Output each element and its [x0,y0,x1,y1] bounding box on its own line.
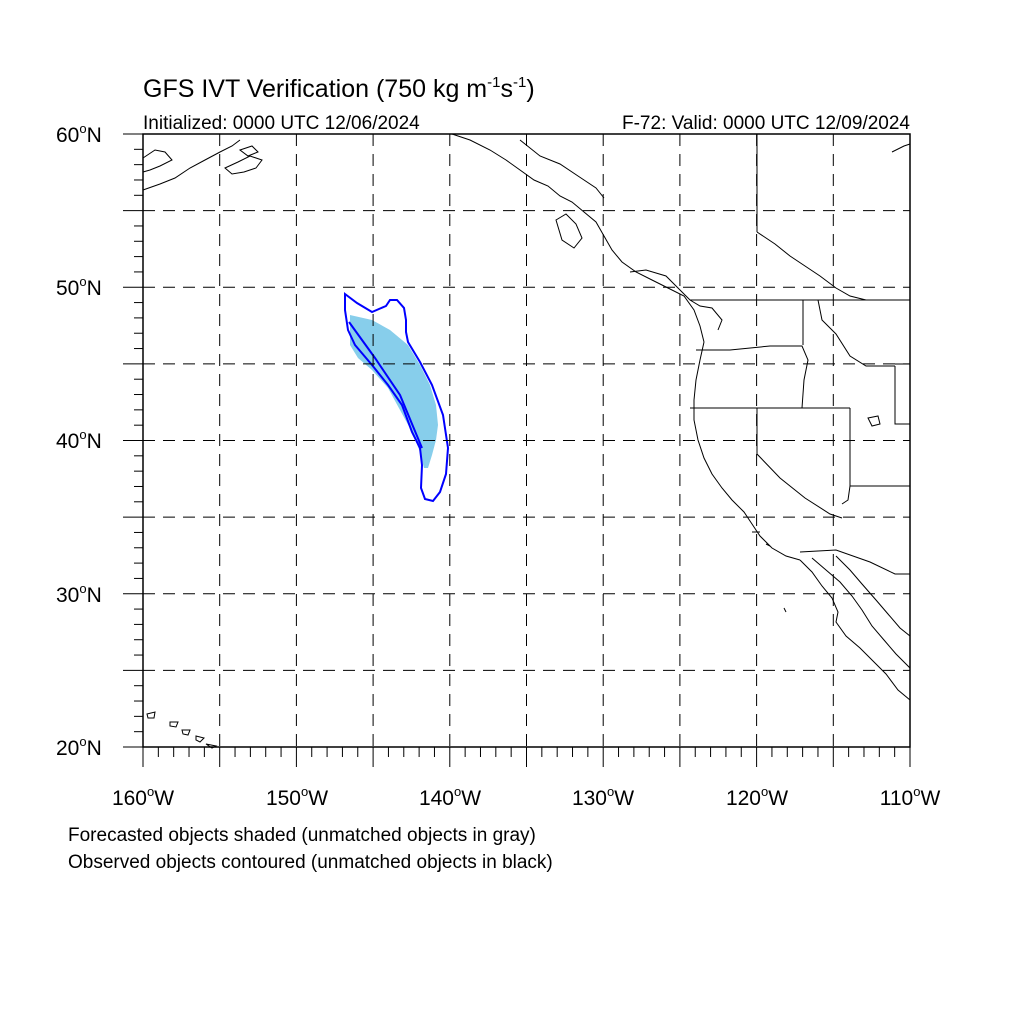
observed-object-contour [344,292,450,503]
lat-label-40: 40oN [56,427,102,453]
lat-label-30: 30oN [56,581,102,607]
lat-label-20: 20oN [56,734,102,760]
lon-label-110: 110oW [880,784,941,810]
chart-title: GFS IVT Verification (750 kg m-1s-1) [143,74,535,103]
forecast-object-shading [350,315,438,468]
lat-lon-grid [143,134,910,747]
valid-time-label: F-72: Valid: 0000 UTC 12/09/2024 [622,113,910,134]
observed-object-axis-line [348,321,423,449]
lat-label-60: 60oN [56,121,102,147]
lon-label-130: 130oW [572,784,634,810]
lon-label-150: 150oW [266,784,328,810]
lon-label-160: 160oW [112,784,174,810]
lon-label-120: 120oW [726,784,788,810]
coastlines [142,133,911,749]
lat-label-50: 50oN [56,274,102,300]
legend-forecast-note: Forecasted objects shaded (unmatched obj… [68,825,536,846]
map-plot-area [123,133,911,767]
latitude-labels: 60oN 50oN 40oN 30oN 20oN [56,121,102,760]
legend-observed-note: Observed objects contoured (unmatched ob… [68,852,553,873]
longitude-labels: 160oW 150oW 140oW 130oW 120oW 110oW [112,784,941,810]
initialized-label: Initialized: 0000 UTC 12/06/2024 [143,113,420,134]
lon-label-140: 140oW [419,784,481,810]
political-borders [690,134,910,575]
axis-ticks [123,133,911,767]
